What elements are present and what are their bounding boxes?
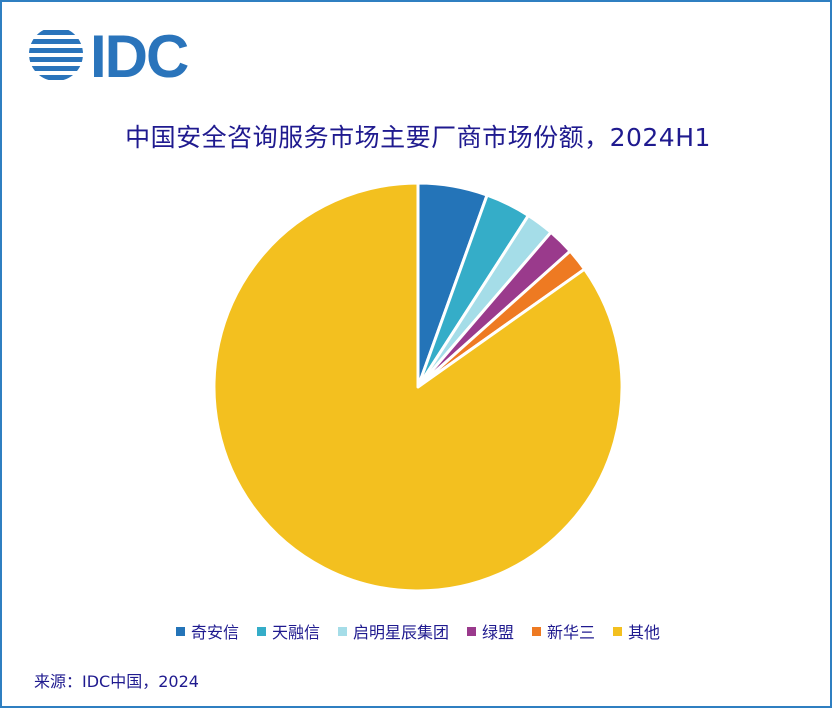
idc-logo: IDC [29, 26, 190, 82]
chart-title: 中国安全咨询服务市场主要厂商市场份额，2024H1 [125, 123, 711, 152]
pie-slice-5 [212, 181, 624, 593]
source-note: 来源：IDC中国，2024 [34, 672, 199, 691]
legend-swatch-2 [337, 626, 347, 636]
legend-label-3: 绿盟 [482, 623, 515, 642]
legend-label-4: 新华三 [547, 623, 596, 642]
legend-swatch-5 [613, 626, 623, 636]
logo-text: IDC [90, 26, 188, 82]
legend-swatch-1 [256, 626, 266, 636]
legend-label-0: 奇安信 [190, 623, 239, 642]
legend-label-5: 其他 [628, 623, 661, 642]
legend-label-2: 启明星辰集团 [352, 623, 449, 642]
globe-icon [29, 30, 83, 80]
legend-item-4: 新华三 [532, 619, 595, 643]
legend-item-2: 启明星辰集团 [337, 619, 449, 643]
chart-legend: 奇安信 天融信 启明星辰集团 绿盟 新华三 其他 [2, 619, 832, 643]
legend-swatch-0 [175, 626, 185, 636]
legend-swatch-4 [532, 626, 542, 636]
legend-swatch-3 [467, 626, 476, 636]
legend-label-1: 天融信 [271, 623, 320, 642]
pie-chart [212, 181, 624, 593]
legend-item-5: 其他 [613, 619, 660, 643]
legend-item-1: 天融信 [256, 619, 320, 643]
legend-item-3: 绿盟 [467, 619, 514, 643]
legend-item-0: 奇安信 [175, 619, 239, 643]
